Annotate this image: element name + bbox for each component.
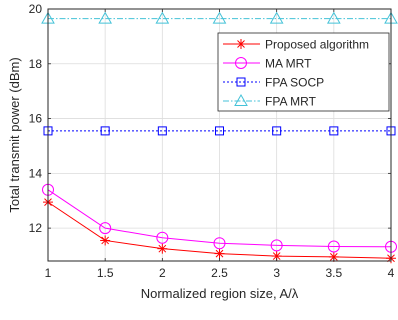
data-point: [99, 222, 112, 235]
y-axis-label: Total transmit power (dBm): [7, 57, 22, 212]
data-point: [272, 126, 282, 136]
data-point: [157, 243, 168, 254]
y-tick-label: 14: [29, 166, 43, 180]
marker-stroke: [101, 236, 110, 245]
data-point: [326, 11, 341, 24]
legend-marker: [236, 77, 246, 87]
data-point: [157, 126, 167, 136]
axis-ticks: 1 1.5 2 2.5 3 3.5 4 12 14 16 18 20: [29, 2, 395, 280]
legend-label: MA MRT: [265, 57, 312, 71]
series-ma-mrt: [42, 183, 397, 253]
data-point: [212, 11, 227, 24]
legend-item: Proposed algorithm: [223, 38, 369, 52]
marker-stroke: [329, 253, 338, 261]
y-tick-label: 18: [29, 57, 43, 71]
legend-marker: [235, 57, 247, 69]
data-point: [155, 11, 170, 24]
legend-label: FPA SOCP: [265, 76, 324, 90]
x-tick-label: 1.5: [97, 266, 114, 280]
marker-stroke: [158, 244, 167, 253]
legend-label: Proposed algorithm: [265, 38, 369, 52]
marker-stroke: [272, 252, 281, 260]
series-proposed-algorithm: [43, 197, 396, 264]
legend-marker: [234, 93, 248, 106]
plot-series: [41, 11, 398, 264]
x-tick-label: 3: [273, 266, 280, 280]
legend: Proposed algorithm MA MRT FPA SOCP FPA MRT: [217, 32, 390, 112]
x-tick-label: 3.5: [325, 266, 342, 280]
x-tick-label: 2.5: [211, 266, 228, 280]
legend-item: FPA MRT: [223, 93, 317, 109]
series-line: [47, 189, 392, 248]
data-point: [214, 248, 225, 259]
legend-box: [217, 32, 390, 112]
y-tick-label: 12: [29, 221, 43, 235]
data-point: [156, 231, 169, 244]
legend-marker: [236, 39, 246, 49]
x-tick-label: 2: [159, 266, 166, 280]
x-tick-label: 1: [45, 266, 52, 280]
marker-stroke: [237, 40, 245, 48]
data-point: [329, 126, 339, 136]
legend-item: FPA SOCP: [223, 76, 324, 90]
y-tick-label: 16: [29, 112, 43, 126]
data-point: [100, 235, 111, 246]
data-point: [270, 239, 283, 252]
data-point: [98, 11, 113, 24]
y-tick-label: 20: [29, 2, 43, 16]
x-axis-label: Normalized region size, A/λ: [141, 286, 299, 301]
x-tick-label: 4: [388, 266, 395, 280]
data-point: [100, 126, 110, 136]
marker-stroke: [215, 249, 224, 258]
data-point: [213, 237, 226, 250]
data-point: [269, 11, 284, 24]
legend-label: FPA MRT: [265, 95, 317, 109]
data-point: [215, 126, 224, 136]
legend-item: MA MRT: [223, 57, 312, 71]
data-point: [327, 240, 340, 253]
